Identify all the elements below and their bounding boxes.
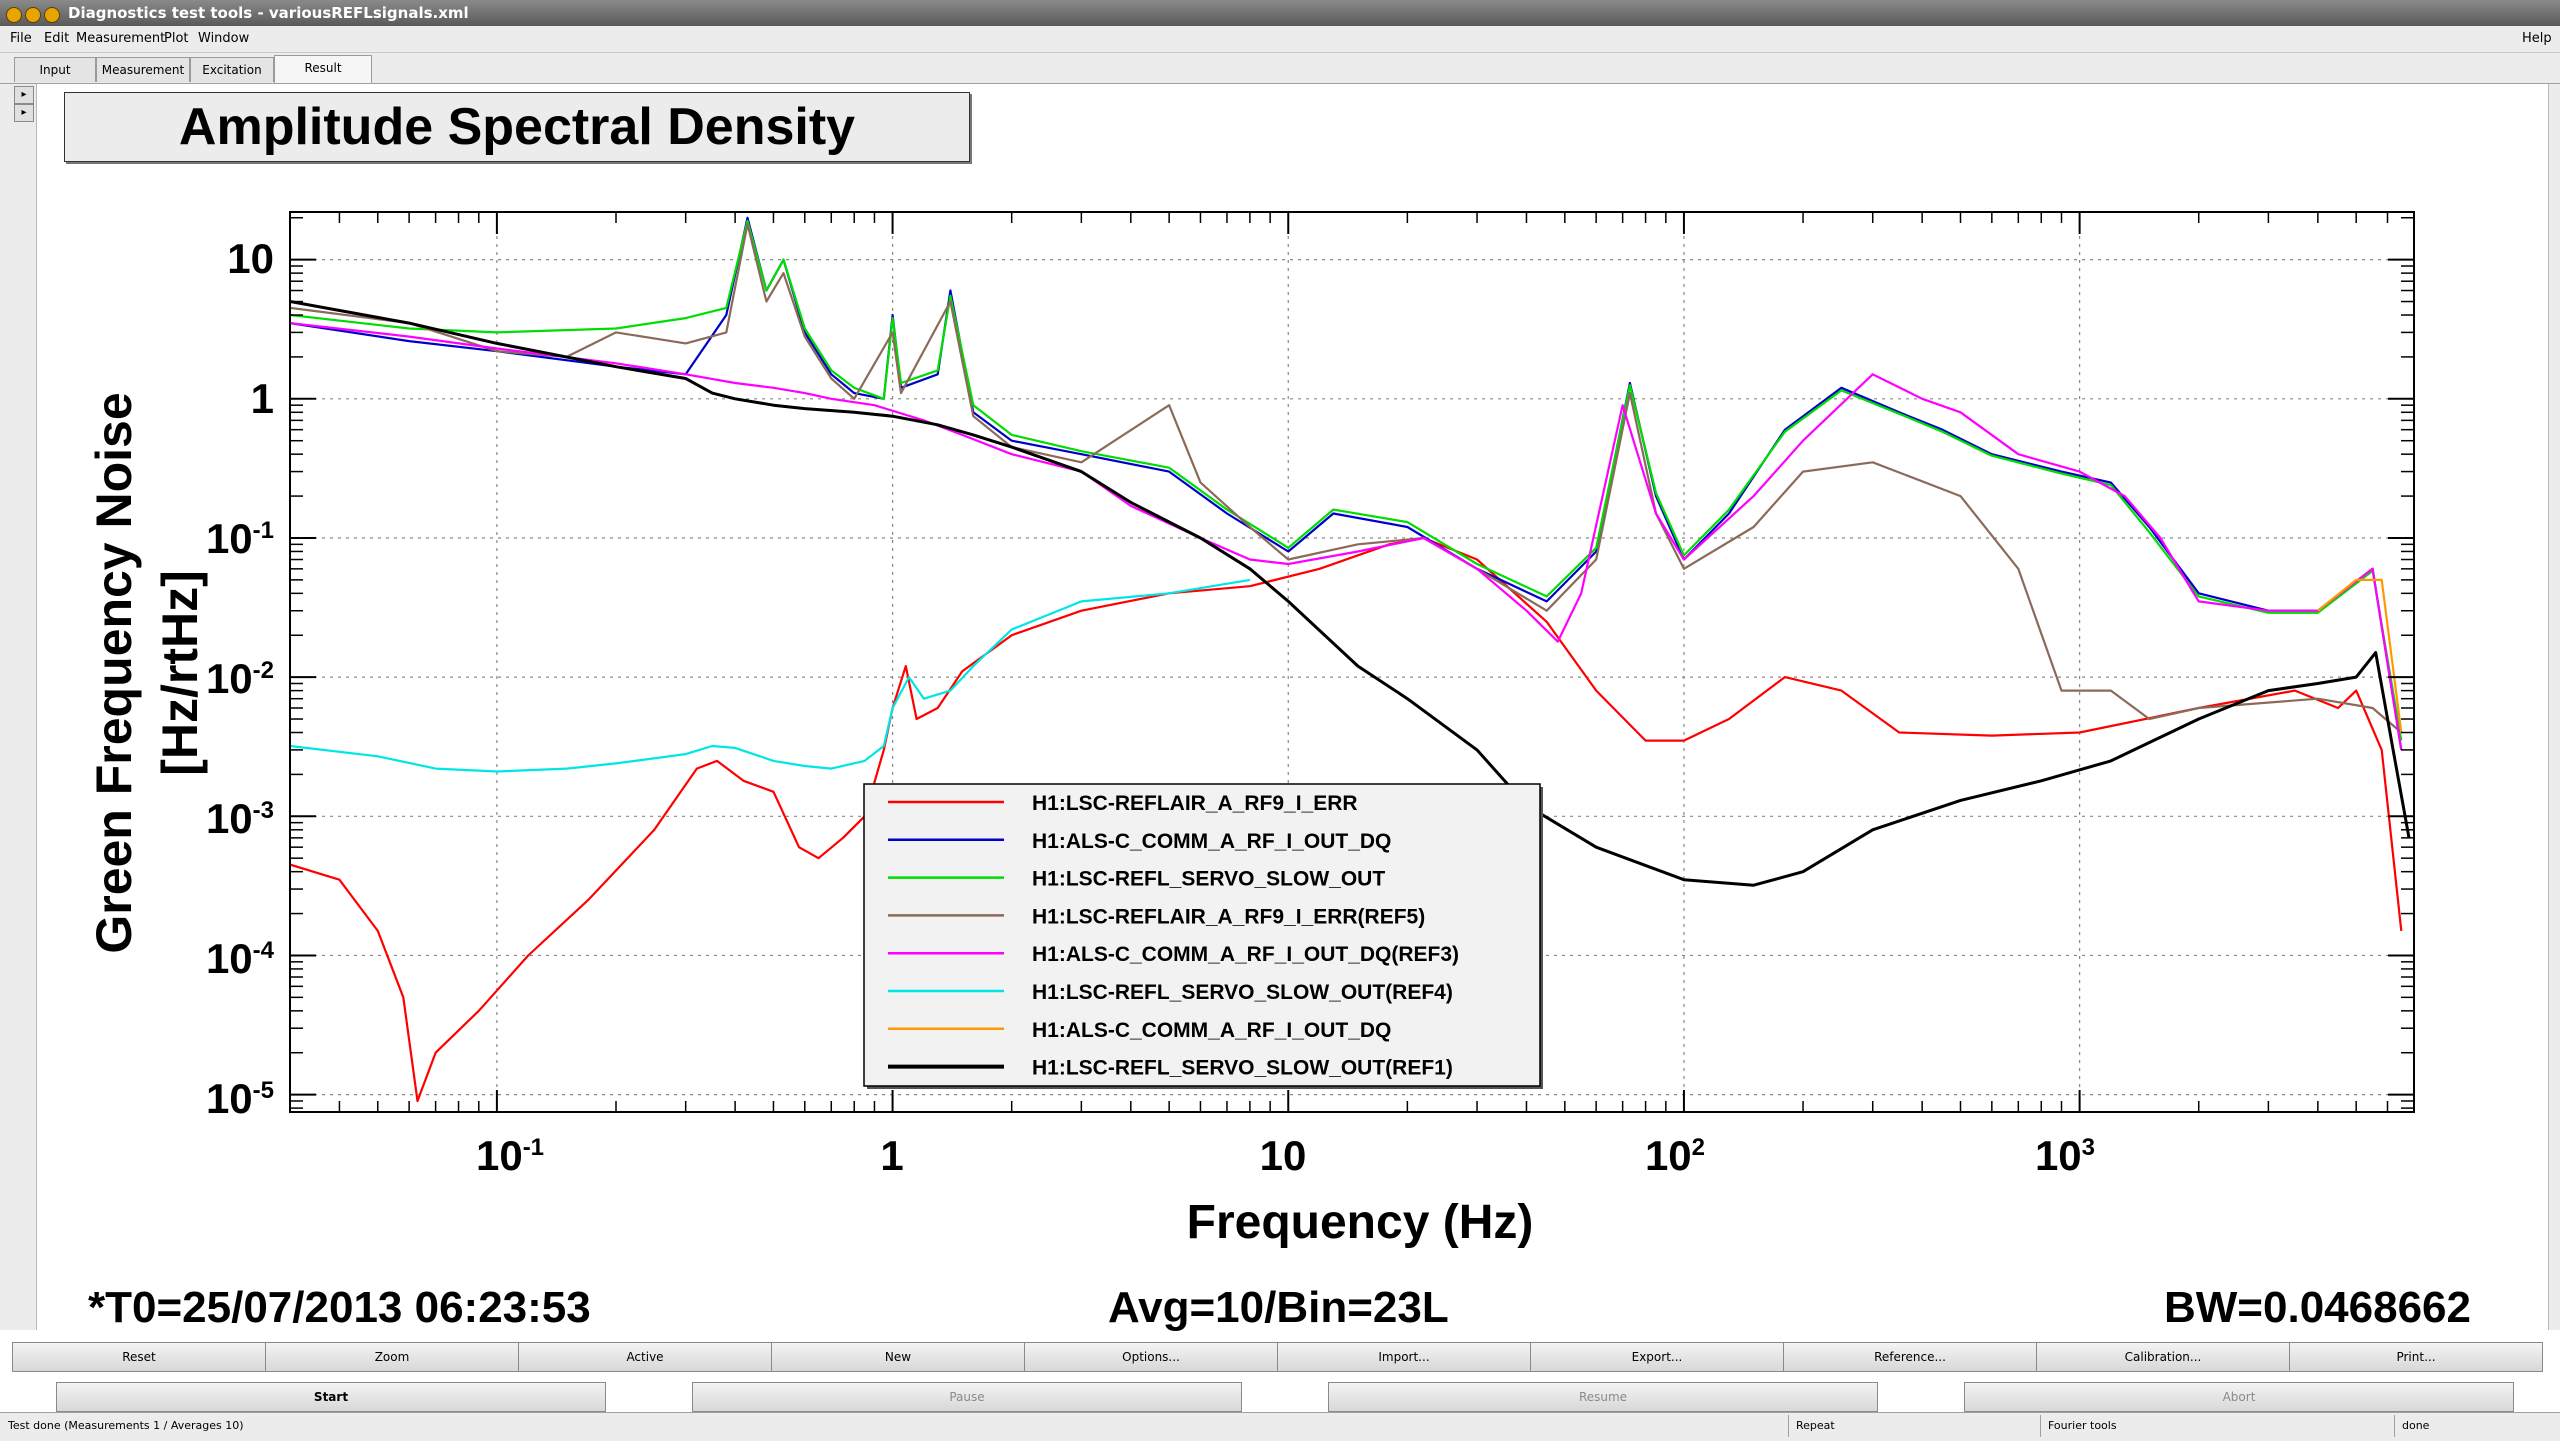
series-line-1 — [290, 216, 2403, 751]
y-tick-label: 1 — [250, 375, 274, 422]
measurement-control-row: Start Pause Resume Abort — [12, 1382, 2544, 1412]
active-button[interactable]: Active — [518, 1342, 772, 1372]
close-window-icon[interactable] — [6, 7, 22, 23]
zoom-button[interactable]: Zoom — [265, 1342, 519, 1372]
menu-plot[interactable]: Plot — [164, 31, 189, 46]
tab-excitation[interactable]: Excitation — [190, 57, 274, 82]
legend-label-0: H1:LSC-REFLAIR_A_RF9_I_ERR — [1032, 792, 1358, 815]
tab-measurement[interactable]: Measurement — [96, 57, 190, 82]
series-line-7 — [290, 300, 2411, 887]
legend-label-7: H1:LSC-REFL_SERVO_SLOW_OUT(REF1) — [1032, 1057, 1453, 1080]
plot-ticks — [289, 212, 2415, 1112]
menu-file[interactable]: File — [10, 31, 32, 46]
expand-down-button[interactable]: ▸ — [14, 104, 34, 122]
window-title: Diagnostics test tools - variousREFLsign… — [68, 4, 469, 22]
plot-grid — [290, 212, 2414, 1112]
window-controls[interactable] — [6, 5, 63, 31]
legend-label-1: H1:ALS-C_COMM_A_RF_I_OUT_DQ — [1032, 830, 1391, 853]
reset-button[interactable]: Reset — [12, 1342, 266, 1372]
plot-frame — [289, 211, 2415, 1113]
maximize-window-icon[interactable] — [44, 7, 60, 23]
series-line-5 — [290, 578, 1251, 773]
bandwidth-info: BW=0.0468662 — [2164, 1283, 2471, 1332]
legend-label-3: H1:LSC-REFLAIR_A_RF9_I_ERR(REF5) — [1032, 905, 1425, 928]
pause-button[interactable]: Pause — [692, 1382, 1242, 1412]
menu-help[interactable]: Help — [2522, 31, 2552, 46]
status-tools: Fourier tools — [2048, 1419, 2117, 1432]
calibration-button[interactable]: Calibration... — [2036, 1342, 2290, 1372]
new-button[interactable]: New — [771, 1342, 1025, 1372]
print-button[interactable]: Print... — [2289, 1342, 2543, 1372]
y-tick-label: 10 — [227, 235, 274, 282]
minimize-window-icon[interactable] — [25, 7, 41, 23]
status-message: Test done (Measurements 1 / Averages 10) — [8, 1419, 244, 1432]
t0-timestamp: *T0=25/07/2013 06:23:53 — [88, 1283, 591, 1332]
series-line-2 — [290, 219, 2403, 741]
series-line-6 — [2317, 578, 2403, 733]
legend-box — [863, 783, 1541, 1087]
x-tick-label: 1 — [880, 1132, 904, 1179]
average-info: Avg=10/Bin=23L — [1108, 1283, 1449, 1332]
expand-up-button[interactable]: ▸ — [14, 86, 34, 104]
plot-title: Amplitude Spectral Density — [64, 92, 970, 162]
menu-bar: File Edit Measurement Plot Window Help — [0, 26, 2560, 53]
options-button[interactable]: Options... — [1024, 1342, 1278, 1372]
menu-window[interactable]: Window — [198, 31, 250, 46]
y-tick-label: 10-3 — [205, 795, 274, 842]
start-button[interactable]: Start — [56, 1382, 606, 1412]
resume-button[interactable]: Resume — [1328, 1382, 1878, 1412]
menu-edit[interactable]: Edit — [44, 31, 70, 46]
export-button[interactable]: Export... — [1530, 1342, 1784, 1372]
status-repeat: Repeat — [1796, 1419, 1835, 1432]
x-tick-label: 103 — [2034, 1132, 2096, 1179]
legend-label-4: H1:ALS-C_COMM_A_RF_I_OUT_DQ(REF3) — [1032, 943, 1459, 966]
status-bar: Test done (Measurements 1 / Averages 10)… — [0, 1412, 2560, 1441]
left-control-strip: ▸ ▸ — [0, 84, 37, 1330]
import-button[interactable]: Import... — [1277, 1342, 1531, 1372]
tab-bar: Input Measurement Excitation Result — [0, 53, 2560, 84]
plot-series — [290, 216, 2411, 1103]
plot-legend: H1:LSC-REFLAIR_A_RF9_I_ERR H1:ALS-C_COMM_… — [863, 783, 1543, 1089]
x-tick-label: 10 — [1259, 1132, 1307, 1179]
right-border — [2548, 84, 2560, 1330]
legend-label-6: H1:ALS-C_COMM_A_RF_I_OUT_DQ — [1032, 1019, 1391, 1042]
window-titlebar: Diagnostics test tools - variousREFLsign… — [0, 0, 2560, 26]
legend-label-5: H1:LSC-REFL_SERVO_SLOW_OUT(REF4) — [1032, 981, 1453, 1004]
status-state: done — [2402, 1419, 2430, 1432]
x-axis-label: Frequency (Hz) — [1186, 1196, 1534, 1249]
reference-button[interactable]: Reference... — [1783, 1342, 2037, 1372]
series-line-4 — [290, 322, 2403, 751]
series-line-3 — [290, 223, 2403, 734]
plot-button-row: Reset Zoom Active New Options... Import.… — [12, 1342, 2544, 1372]
menu-measurement[interactable]: Measurement — [76, 31, 166, 46]
legend-label-2: H1:LSC-REFL_SERVO_SLOW_OUT — [1032, 868, 1385, 891]
tab-input[interactable]: Input — [14, 57, 96, 82]
y-tick-label: 10-1 — [205, 515, 274, 562]
tab-result[interactable]: Result — [274, 55, 372, 83]
x-tick-label: 10-1 — [475, 1132, 545, 1179]
y-tick-label: 10-5 — [205, 1075, 274, 1122]
y-tick-label: 10-2 — [205, 655, 274, 702]
x-tick-label: 102 — [1644, 1132, 1706, 1179]
abort-button[interactable]: Abort — [1964, 1382, 2514, 1412]
y-tick-label: 10-4 — [205, 935, 274, 982]
